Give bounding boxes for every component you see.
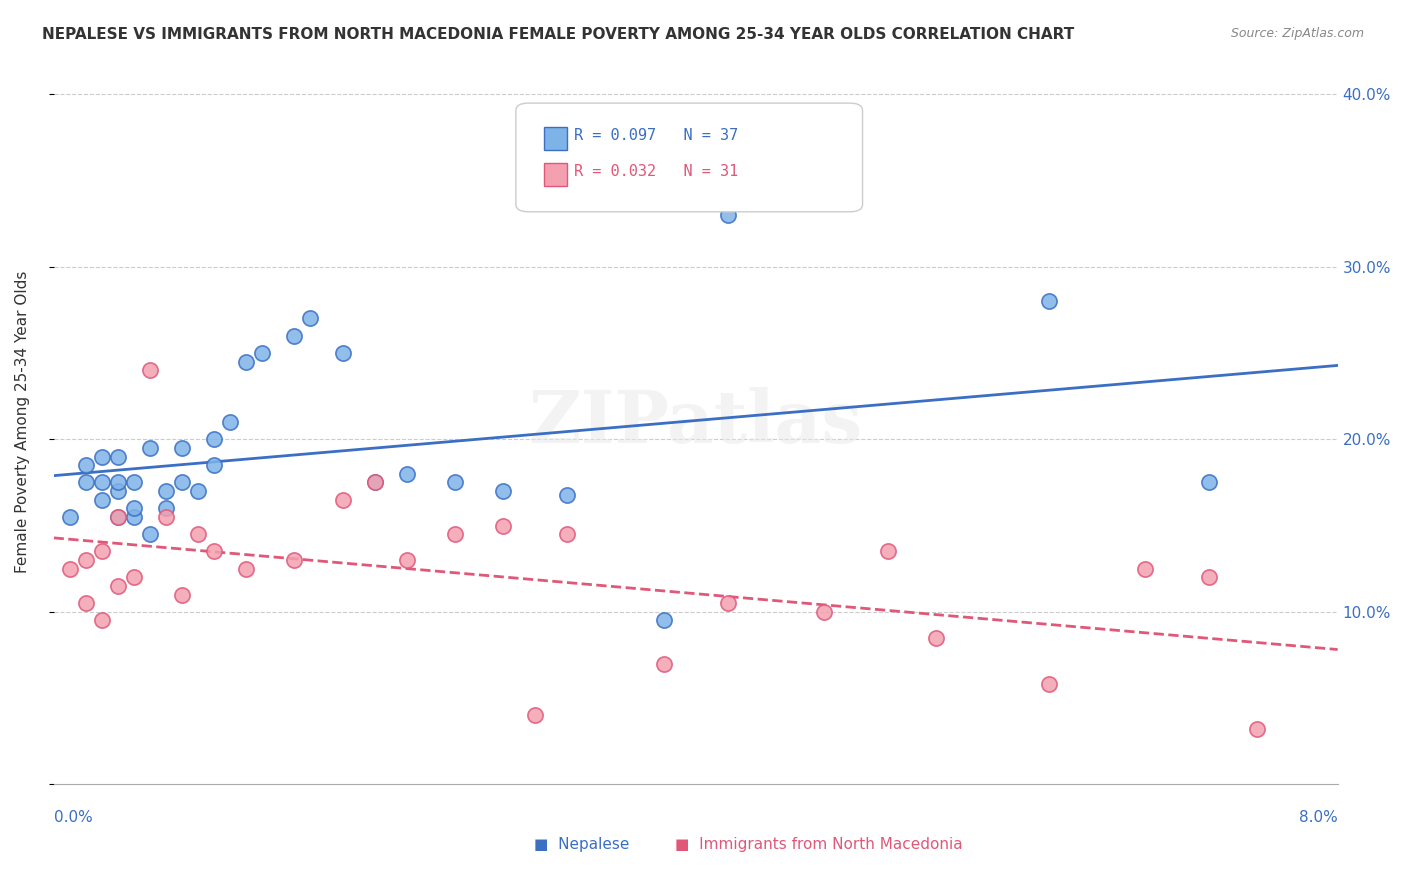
Point <box>107 510 129 524</box>
Point <box>187 484 209 499</box>
Point <box>555 487 578 501</box>
Point <box>139 441 162 455</box>
Point <box>155 501 177 516</box>
Point <box>1198 475 1220 490</box>
Point <box>75 475 97 490</box>
Point <box>235 354 257 368</box>
Point <box>1038 677 1060 691</box>
Point <box>90 475 112 490</box>
Point <box>363 475 385 490</box>
Point <box>492 518 515 533</box>
Point <box>395 467 418 481</box>
Point <box>219 415 242 429</box>
Point <box>299 311 322 326</box>
Point <box>122 570 145 584</box>
Point <box>813 605 835 619</box>
Point <box>524 708 547 723</box>
Text: ZIPatlas: ZIPatlas <box>529 386 863 458</box>
Point <box>75 553 97 567</box>
Bar <box>544 163 567 186</box>
Text: 0.0%: 0.0% <box>53 810 93 825</box>
Point <box>1198 570 1220 584</box>
Point <box>332 346 354 360</box>
Text: 8.0%: 8.0% <box>1299 810 1337 825</box>
Point <box>107 475 129 490</box>
Point <box>717 596 740 610</box>
Point <box>492 484 515 499</box>
Point <box>1246 723 1268 737</box>
Point <box>202 432 225 446</box>
Point <box>122 510 145 524</box>
Point <box>90 614 112 628</box>
Point <box>59 510 82 524</box>
Point <box>652 657 675 671</box>
Point <box>444 527 467 541</box>
Text: ■  Immigrants from North Macedonia: ■ Immigrants from North Macedonia <box>675 837 963 852</box>
Point <box>90 492 112 507</box>
Point <box>75 458 97 472</box>
Point <box>155 510 177 524</box>
Point <box>90 544 112 558</box>
Point <box>363 475 385 490</box>
Point <box>122 501 145 516</box>
Point <box>925 631 948 645</box>
Point <box>1038 294 1060 309</box>
Point <box>252 346 274 360</box>
Text: NEPALESE VS IMMIGRANTS FROM NORTH MACEDONIA FEMALE POVERTY AMONG 25-34 YEAR OLDS: NEPALESE VS IMMIGRANTS FROM NORTH MACEDO… <box>42 27 1074 42</box>
Point <box>75 596 97 610</box>
Point <box>107 579 129 593</box>
Bar <box>544 127 567 150</box>
Point <box>235 562 257 576</box>
Point <box>90 450 112 464</box>
Point <box>555 527 578 541</box>
Point <box>877 544 900 558</box>
Point <box>107 450 129 464</box>
Text: R = 0.097   N = 37: R = 0.097 N = 37 <box>574 128 738 144</box>
Point <box>202 544 225 558</box>
Point <box>395 553 418 567</box>
Point <box>170 441 193 455</box>
Text: Source: ZipAtlas.com: Source: ZipAtlas.com <box>1230 27 1364 40</box>
Point <box>332 492 354 507</box>
Point <box>139 363 162 377</box>
Point <box>1133 562 1156 576</box>
Point <box>170 588 193 602</box>
FancyBboxPatch shape <box>516 103 862 211</box>
Point <box>187 527 209 541</box>
Point <box>717 208 740 222</box>
Text: R = 0.032   N = 31: R = 0.032 N = 31 <box>574 164 738 179</box>
Point <box>107 510 129 524</box>
Point <box>444 475 467 490</box>
Point <box>107 484 129 499</box>
Point <box>59 562 82 576</box>
Point <box>283 328 305 343</box>
Point <box>652 614 675 628</box>
Y-axis label: Female Poverty Among 25-34 Year Olds: Female Poverty Among 25-34 Year Olds <box>15 271 30 574</box>
Point <box>170 475 193 490</box>
Point <box>283 553 305 567</box>
Point <box>122 475 145 490</box>
Point <box>155 484 177 499</box>
Point <box>139 527 162 541</box>
Text: ■  Nepalese: ■ Nepalese <box>534 837 630 852</box>
Point <box>202 458 225 472</box>
